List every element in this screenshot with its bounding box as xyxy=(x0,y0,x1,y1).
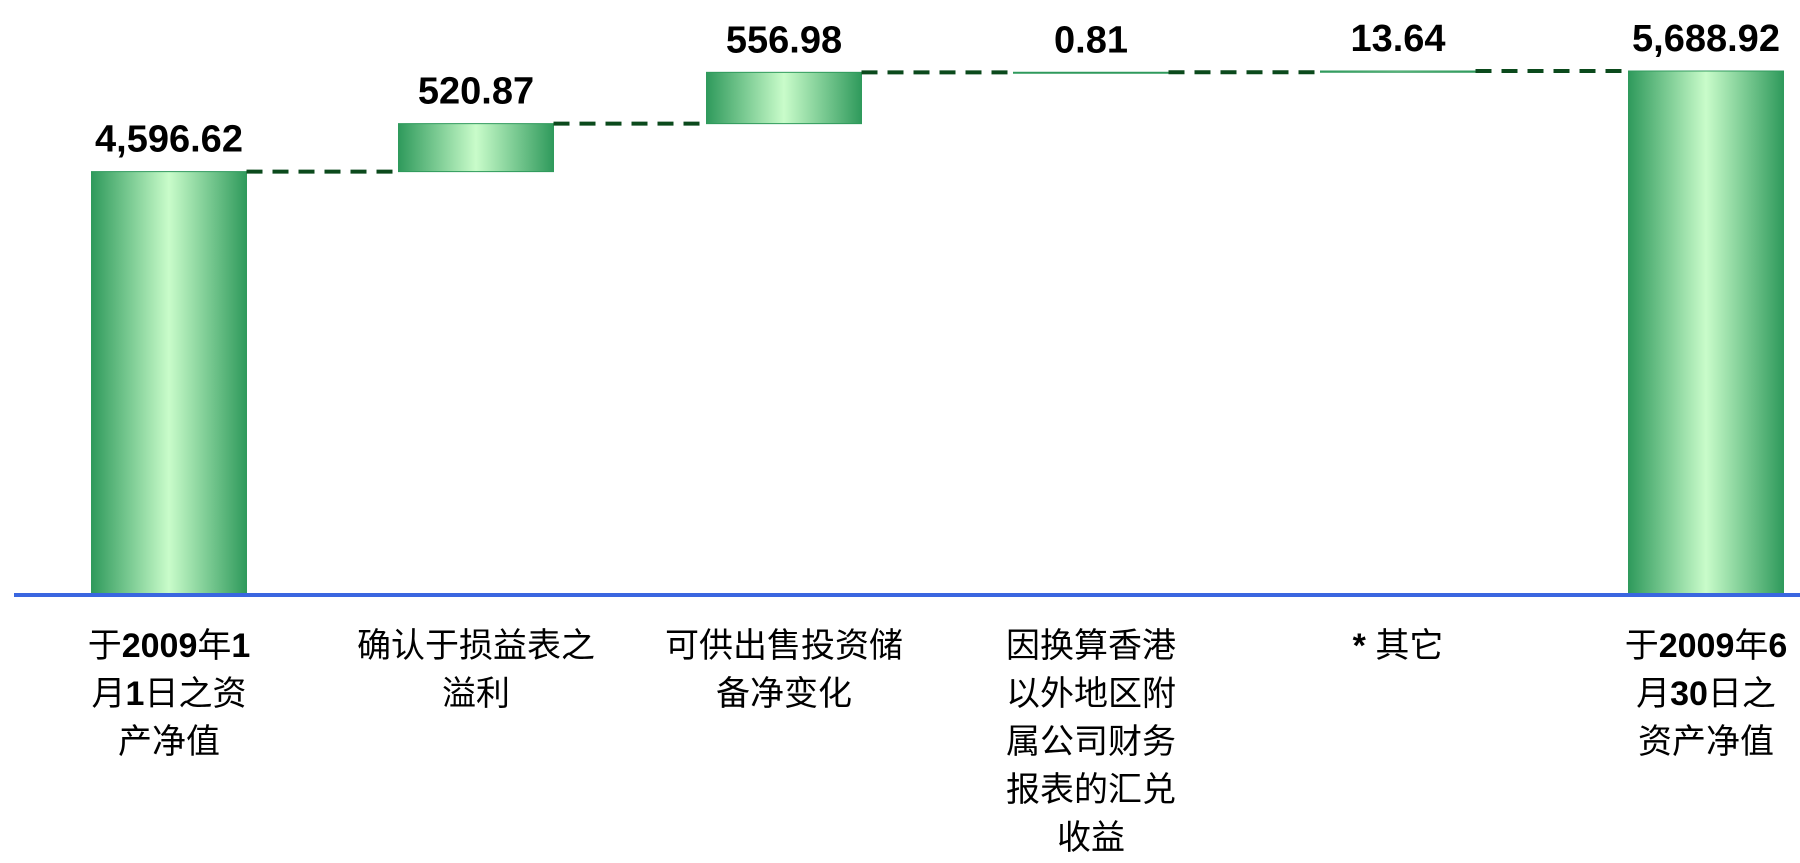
bar xyxy=(706,71,862,125)
category-label: 于2009年6月30日之资产净值 xyxy=(1624,627,1788,761)
bar xyxy=(1628,70,1784,596)
category-label: 确认于损益表之溢利 xyxy=(357,627,595,713)
category-label: 因换算香港以外地区附属公司财务报表的汇兑收益 xyxy=(1006,627,1176,857)
value-label: 520.87 xyxy=(418,71,534,113)
bar xyxy=(398,123,554,173)
category-label: * 其它 xyxy=(1352,627,1444,665)
value-label: 13.64 xyxy=(1350,18,1445,60)
bar xyxy=(1320,70,1476,73)
value-label: 556.98 xyxy=(726,19,842,61)
value-label: 0.81 xyxy=(1054,19,1128,61)
category-label: 于2009年1月1日之资产净值 xyxy=(87,627,251,761)
value-label: 4,596.62 xyxy=(95,119,243,161)
category-label: 可供出售投资储备净变化 xyxy=(665,627,903,713)
value-label: 5,688.92 xyxy=(1632,18,1780,60)
bar xyxy=(1013,71,1169,74)
bar xyxy=(91,171,247,596)
